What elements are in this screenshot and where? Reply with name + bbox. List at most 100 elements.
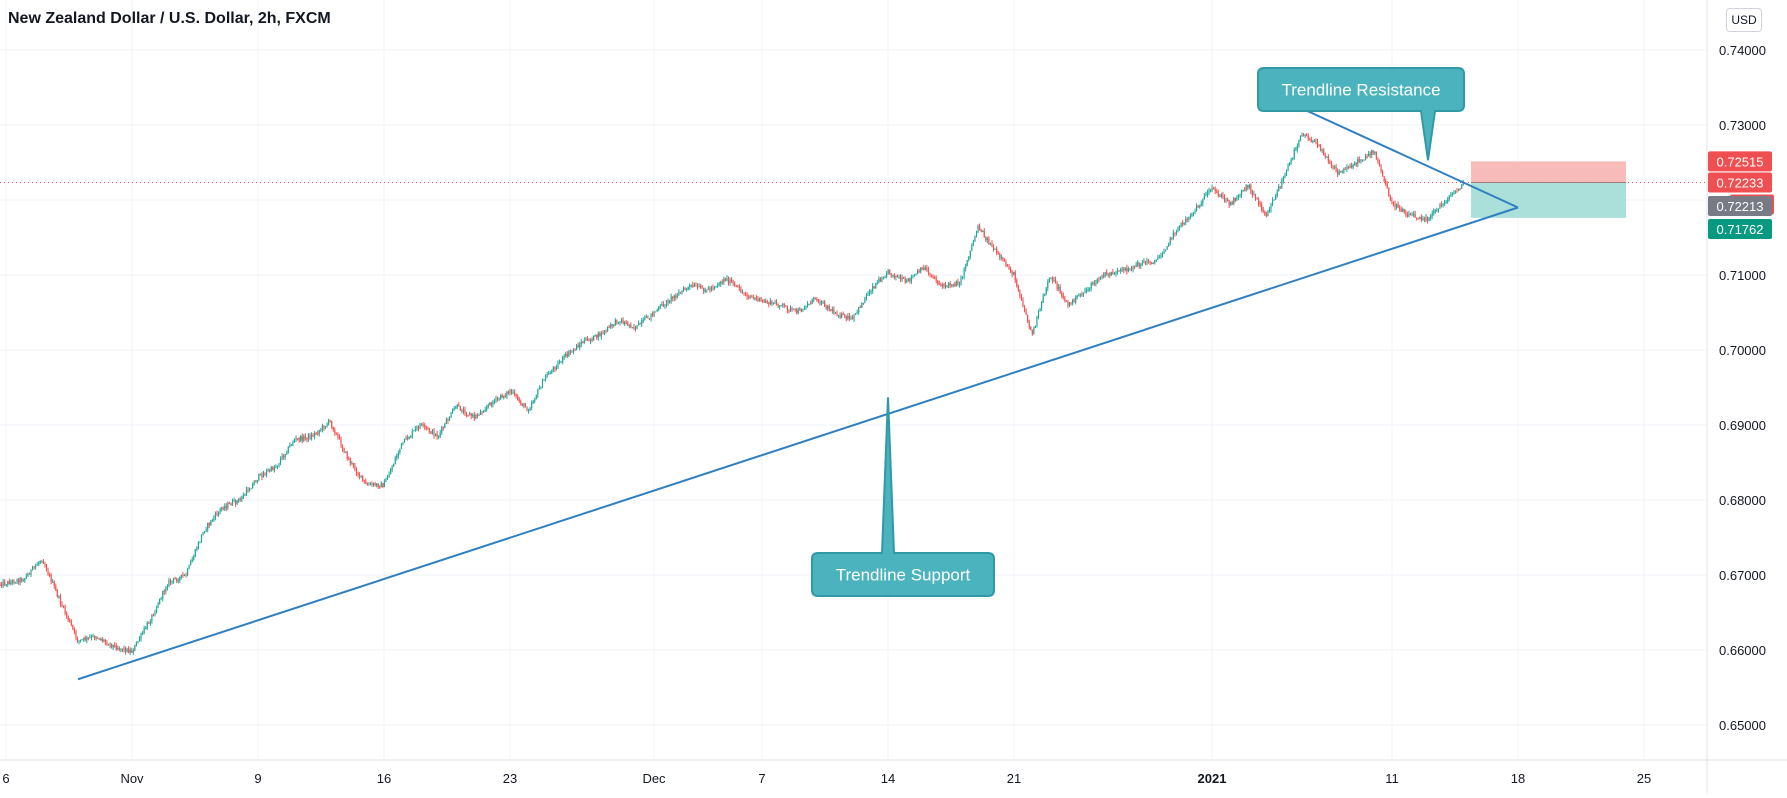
candle-body [372, 483, 375, 486]
candle-body [1335, 166, 1337, 172]
candle-body [831, 309, 833, 311]
candle-body [665, 300, 668, 306]
candle-body [1261, 204, 1263, 211]
candle-body [549, 373, 551, 375]
candle-body [332, 426, 334, 430]
candle-body [1437, 208, 1439, 211]
candle-body [1389, 196, 1391, 201]
candle-body [566, 353, 568, 357]
candle-body [780, 305, 782, 307]
candle-body [227, 503, 229, 508]
candle-body [235, 500, 237, 504]
candle-body [1130, 268, 1133, 270]
candle-body [650, 313, 652, 319]
candle-body [1067, 301, 1069, 306]
candle-body [1197, 205, 1199, 208]
candle-body [634, 326, 637, 329]
candle-body [741, 292, 744, 294]
candle-body [774, 302, 776, 304]
candle-body [982, 231, 984, 233]
candle-body [444, 423, 446, 428]
stop-loss-zone [1471, 161, 1626, 183]
candle-body [287, 446, 289, 454]
candle-body [1151, 263, 1153, 265]
candle-body [1078, 295, 1080, 297]
price-tag-bg [1708, 172, 1772, 193]
candle-body [334, 429, 336, 434]
candle-body [1237, 195, 1240, 198]
candle-body [73, 629, 75, 632]
candle-body [783, 304, 785, 306]
candle-body [696, 285, 699, 288]
candle-body [1442, 203, 1444, 206]
candle-body [1380, 165, 1382, 172]
candle-body [393, 463, 395, 467]
candle-body [1037, 311, 1040, 317]
candle-body [128, 648, 130, 653]
candle-body [72, 625, 74, 630]
candle-body [1400, 209, 1402, 212]
candle-body [890, 273, 892, 276]
candle-body [726, 278, 728, 281]
candle-body [284, 454, 286, 458]
candle-body [47, 570, 49, 575]
candle-body [27, 573, 29, 576]
candle-body [991, 243, 993, 248]
candle-body [1433, 211, 1435, 214]
candle-body [24, 578, 26, 581]
candle-body [1084, 290, 1086, 293]
candle-body [957, 281, 959, 285]
candle-body [171, 580, 173, 583]
candle-body [352, 462, 354, 466]
candle-body [1185, 219, 1187, 223]
candle-body [1220, 194, 1222, 197]
candle-body [14, 582, 17, 584]
candle-body [785, 305, 787, 307]
candle-body [620, 320, 623, 322]
candle-body [568, 351, 570, 357]
candle-body [641, 320, 643, 325]
candle-body [839, 315, 841, 318]
candle-body [755, 297, 757, 299]
currency-button[interactable]: USD [1726, 8, 1762, 32]
x-tick-label: Dec [642, 771, 666, 786]
candle-body [648, 318, 651, 320]
candle-body [1372, 150, 1374, 153]
candle-body [673, 295, 675, 299]
candle-body [859, 306, 861, 308]
candle-body [1000, 257, 1002, 259]
candle-body [38, 562, 40, 565]
candle-body [1275, 196, 1277, 200]
candle-body [944, 283, 947, 288]
candle-body [151, 614, 153, 622]
candle-body [915, 274, 917, 276]
candle-body [1341, 172, 1343, 174]
candle-body [452, 409, 454, 413]
candle-body [690, 284, 692, 286]
candle-body [117, 648, 119, 650]
candle-body [411, 431, 413, 436]
candle-body [135, 642, 137, 646]
candle-body [619, 321, 621, 323]
candle-body [44, 563, 46, 567]
candle-body [681, 290, 683, 293]
candle-body [1316, 142, 1319, 146]
candle-body [145, 628, 147, 630]
candle-body [1301, 134, 1303, 137]
candle-body [304, 436, 306, 438]
candle-body [1388, 188, 1390, 197]
candle-body [314, 433, 316, 437]
candle-body [1268, 209, 1271, 212]
candle-body [388, 474, 390, 478]
candle-body [1430, 215, 1432, 219]
candle-body [293, 439, 296, 443]
candle-body [1289, 162, 1291, 166]
candle-body [965, 266, 967, 269]
candle-body [1023, 306, 1026, 311]
candle-body [721, 281, 723, 283]
candle-body [532, 401, 534, 404]
candle-body [800, 309, 802, 312]
candle-body [1227, 199, 1229, 201]
